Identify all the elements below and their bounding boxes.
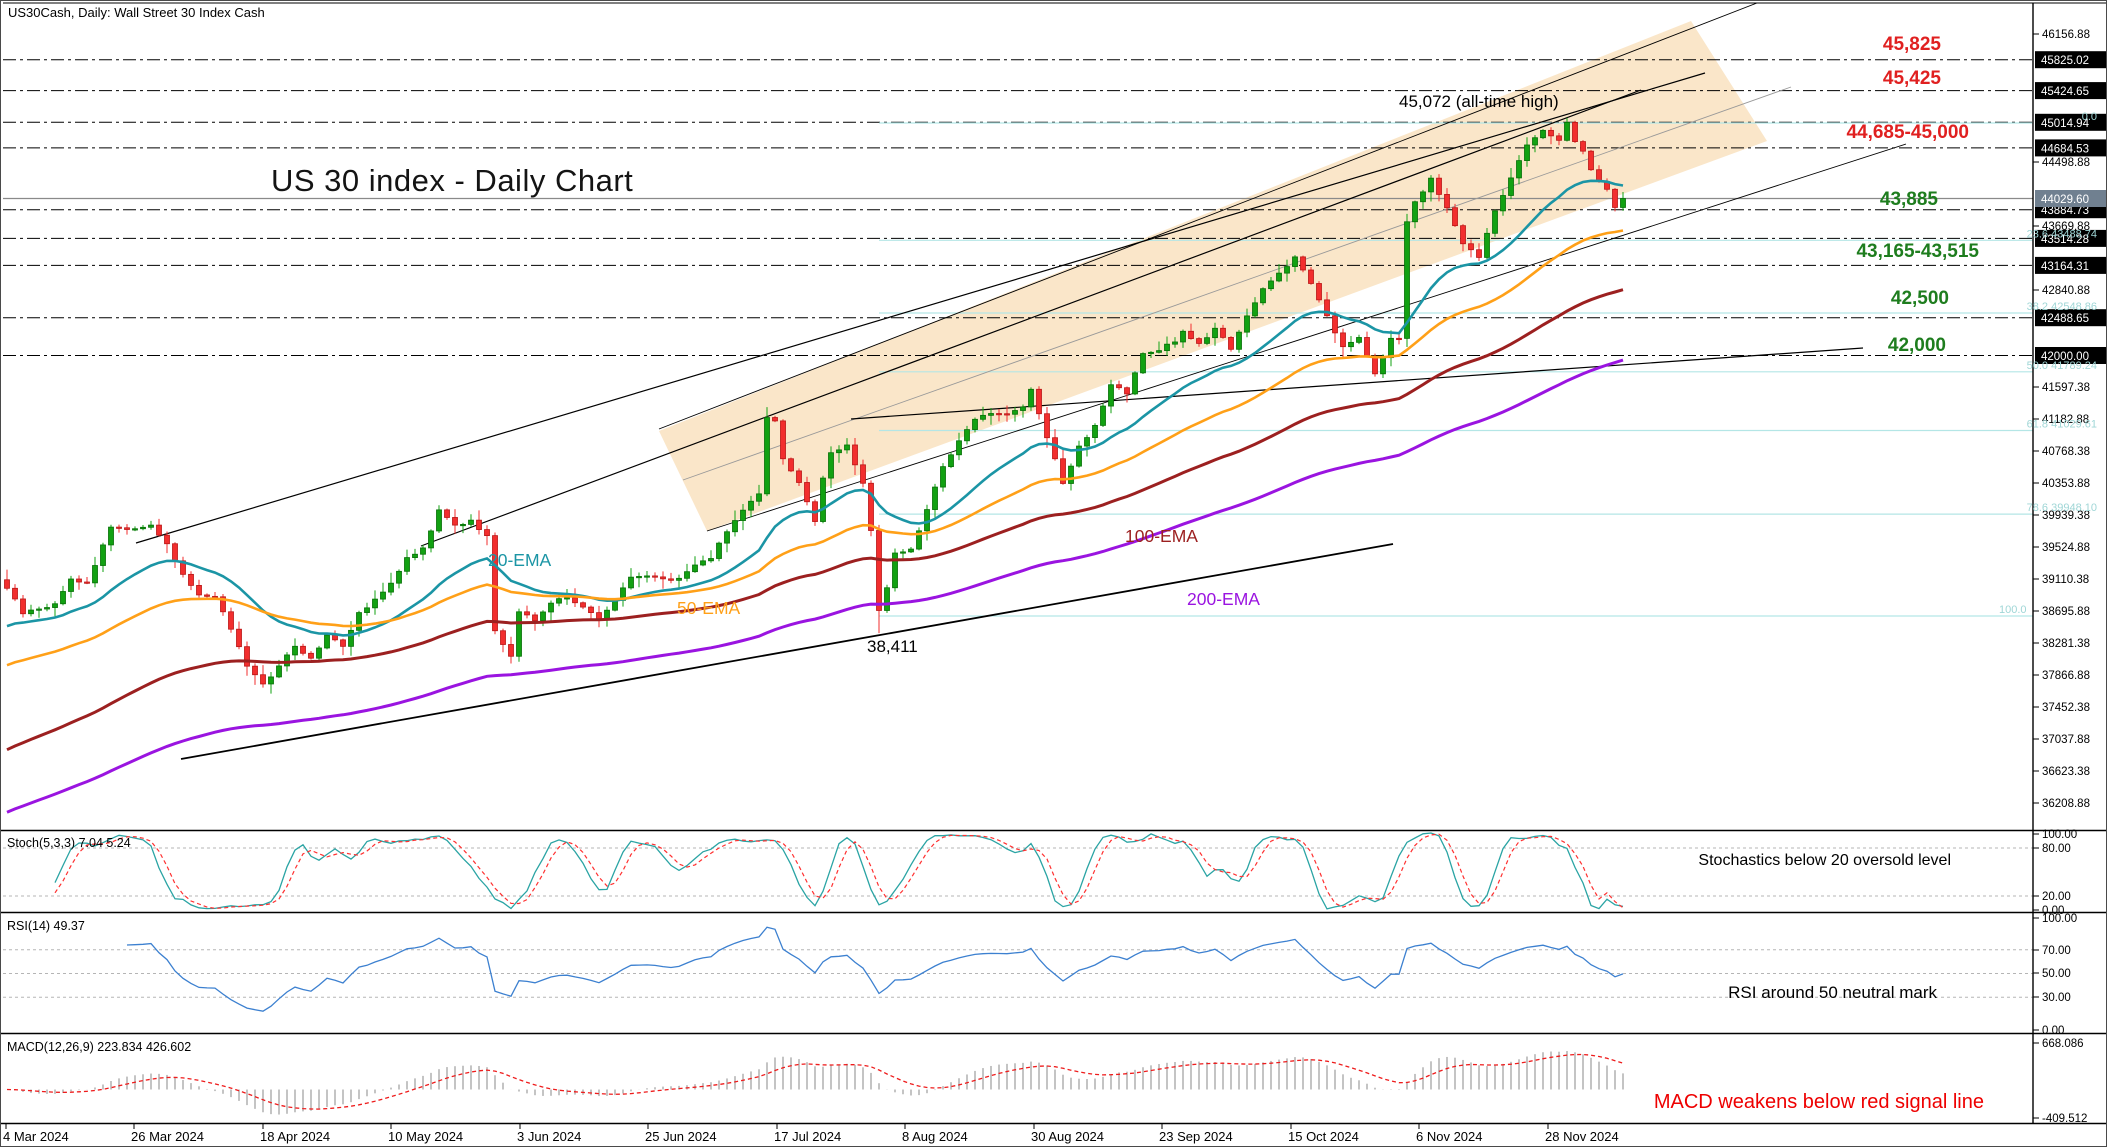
price-level-box: 44684.53	[2041, 143, 2089, 155]
price-axis-tick: 44498.88	[2042, 157, 2090, 169]
stoch-axis-tick: 0.00	[2042, 905, 2064, 917]
ema100-label: 100-EMA	[1125, 526, 1198, 546]
date-label: 8 Aug 2024	[902, 1129, 968, 1144]
stoch-axis-tick: 20.00	[2042, 891, 2071, 903]
annotation-all-time-high: 45,072 (all-time high)	[1399, 92, 1559, 111]
rsi-axis-tick: 70.00	[2042, 945, 2071, 957]
price-axis-tick: 41597.38	[2042, 382, 2090, 394]
price-axis-tick: 37037.88	[2042, 734, 2090, 746]
support-label-43885: 43,885	[1879, 189, 1938, 210]
macd-axis-tick: -409.512	[2042, 1113, 2087, 1125]
rsi-axis-tick: 30.00	[2042, 992, 2071, 1004]
resistance-label-45825: 45,825	[1882, 34, 1941, 55]
ema200-label: 200-EMA	[1187, 589, 1260, 609]
price-level-box: 45014.94	[2041, 118, 2090, 130]
date-label: 25 Jun 2024	[645, 1129, 717, 1144]
current-price-box: 44029.60	[2041, 194, 2089, 206]
symbol-header: US30Cash, Daily: Wall Street 30 Index Ca…	[8, 5, 265, 20]
price-axis-tick: 36623.38	[2042, 766, 2090, 778]
date-label: 26 Mar 2024	[131, 1129, 204, 1144]
stoch-panel-label: Stoch(5,3,3) 7.04 5.24	[7, 836, 131, 850]
price-axis-tick: 39939.38	[2042, 510, 2090, 522]
fib-level-label: 0.0	[2082, 111, 2097, 123]
date-label: 28 Nov 2024	[1545, 1129, 1619, 1144]
date-label: 30 Aug 2024	[1031, 1129, 1104, 1144]
fib-level-label: 100.0	[1999, 604, 2027, 616]
date-label: 17 Jul 2024	[774, 1129, 841, 1144]
rsi-annotation: RSI around 50 neutral mark	[1728, 983, 1937, 1002]
rsi-panel-label: RSI(14) 49.37	[7, 919, 85, 933]
resistance-label-45425: 45,425	[1882, 68, 1941, 89]
support-label-42500: 42,500	[1890, 288, 1949, 309]
price-axis-tick: 36208.88	[2042, 798, 2090, 810]
price-axis-tick: 46156.88	[2042, 29, 2090, 41]
price-level-box: 45825.02	[2041, 55, 2089, 67]
price-axis-tick: 38281.38	[2042, 638, 2090, 650]
annotation-swing-low: 38,411	[867, 637, 918, 656]
macd-panel-label: MACD(12,26,9) 223.834 426.602	[7, 1040, 192, 1054]
price-axis[interactable]: 46156.8844498.8843669.8842840.8841597.38…	[2033, 29, 2107, 810]
macd-axis-tick: 668.086	[2042, 1038, 2084, 1050]
price-axis-tick: 39110.38	[2042, 574, 2089, 586]
date-label: 4 Mar 2024	[3, 1129, 69, 1144]
date-label: 18 Apr 2024	[260, 1129, 330, 1144]
support-label-43165-43515: 43,165-43,515	[1856, 241, 1979, 262]
price-level-box: 42000.00	[2041, 351, 2089, 363]
rsi-axis-tick: 50.00	[2042, 968, 2071, 980]
price-axis-tick: 40353.88	[2042, 478, 2090, 490]
support-label-42000: 42,000	[1887, 335, 1946, 356]
ema50-label: 50-EMA	[677, 598, 741, 618]
date-label: 10 May 2024	[388, 1129, 463, 1144]
fib-level-label: 50.0 41789.24	[2027, 360, 2097, 372]
stoch-axis-tick: 100.00	[2042, 829, 2077, 841]
price-axis-tick: 40768.38	[2042, 446, 2090, 458]
macd-annotation: MACD weakens below red signal line	[1653, 1091, 1984, 1113]
date-label: 23 Sep 2024	[1159, 1129, 1233, 1144]
price-level-box: 43514.28	[2041, 234, 2089, 246]
price-axis-tick: 39524.88	[2042, 542, 2090, 554]
rsi-axis-tick: 100.00	[2042, 913, 2077, 925]
price-axis-tick: 37452.38	[2042, 702, 2090, 714]
time-axis[interactable]: 4 Mar 2024 26 Mar 2024 18 Apr 2024 10 May 2…	[3, 1123, 1619, 1145]
price-level-box: 43884.73	[2041, 205, 2089, 217]
price-level-box: 45424.65	[2041, 86, 2089, 98]
date-label: 3 Jun 2024	[517, 1129, 581, 1144]
rsi-axis-tick: 0.00	[2042, 1025, 2064, 1037]
ema20-label: 20-EMA	[488, 550, 552, 570]
date-label: 6 Nov 2024	[1416, 1129, 1483, 1144]
price-axis-tick: 38695.88	[2042, 606, 2090, 618]
stoch-annotation: Stochastics below 20 oversold level	[1698, 852, 1951, 869]
price-level-box: 43164.31	[2041, 261, 2089, 273]
date-label: 15 Oct 2024	[1288, 1129, 1359, 1144]
fib-level-label: 23.6 43488.74	[2027, 228, 2097, 240]
price-axis-tick: 37866.88	[2042, 670, 2090, 682]
fib-level-label: 78.6 39948.10	[2027, 502, 2097, 514]
price-axis-tick: 42840.88	[2042, 285, 2090, 297]
fib-level-label: 38.2 42548.86	[2027, 301, 2097, 313]
stoch-axis-tick: 80.00	[2042, 843, 2071, 855]
page-title: US 30 index - Daily Chart	[271, 163, 634, 198]
fib-level-label: 61.8 41029.61	[2027, 419, 2097, 431]
price-axis-tick: 41182.88	[2042, 414, 2089, 426]
resistance-label-44685-45000: 44,685-45,000	[1846, 122, 1969, 143]
price-level-box: 42488.65	[2041, 313, 2089, 325]
